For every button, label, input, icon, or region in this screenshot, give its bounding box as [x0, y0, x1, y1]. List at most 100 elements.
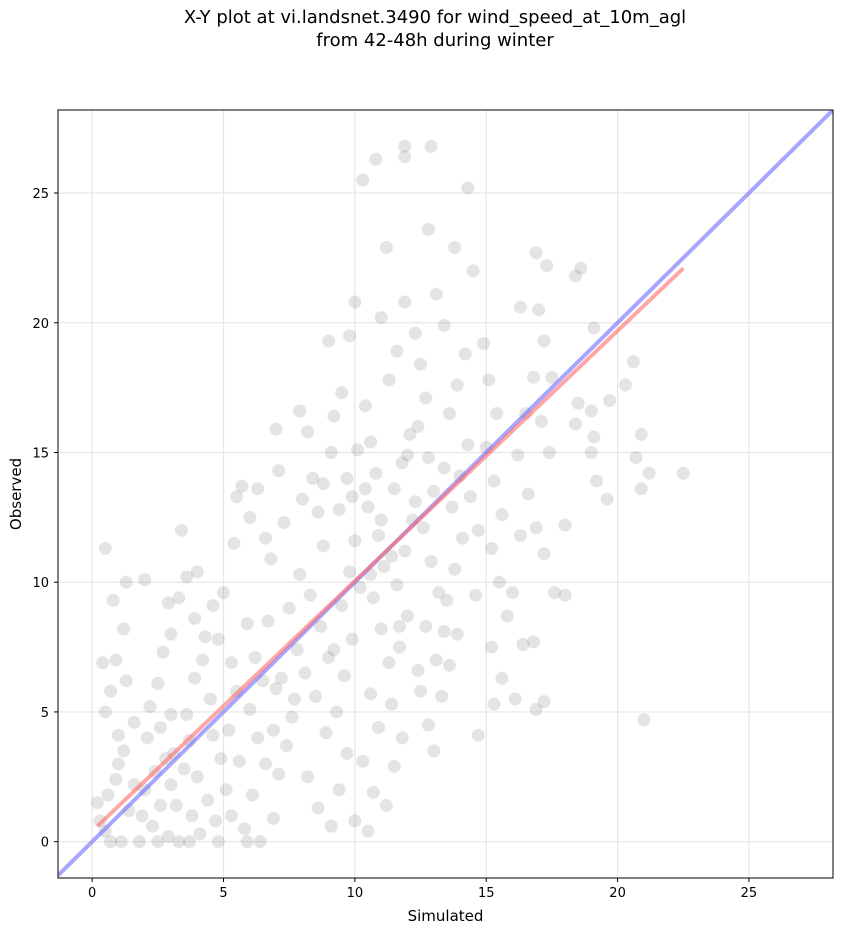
data-point — [111, 757, 125, 771]
data-point — [558, 518, 572, 532]
data-point — [574, 261, 588, 275]
data-point — [98, 541, 112, 555]
plot-area-frame — [57, 109, 834, 879]
x-tick-label: 20 — [609, 886, 626, 901]
data-point — [395, 456, 409, 470]
data-point — [505, 586, 519, 600]
data-point — [537, 334, 551, 348]
data-point — [114, 835, 128, 849]
data-point — [587, 430, 601, 444]
data-point — [185, 809, 199, 823]
data-point — [511, 448, 525, 462]
data-point — [266, 723, 280, 737]
data-point — [172, 835, 186, 849]
data-point — [219, 783, 233, 797]
data-point — [301, 425, 315, 439]
chart-title-line-1: X-Y plot at vi.landsnet.3490 for wind_sp… — [183, 7, 687, 28]
data-point — [356, 754, 370, 768]
data-point — [177, 762, 191, 776]
data-point — [513, 529, 527, 543]
data-point — [203, 692, 217, 706]
data-point — [324, 445, 338, 459]
data-point — [206, 728, 220, 742]
data-point — [458, 347, 472, 361]
data-point — [117, 622, 131, 636]
data-point — [437, 318, 451, 332]
data-point — [104, 684, 118, 698]
data-point — [235, 479, 249, 493]
y-tick-label: 25 — [32, 187, 49, 202]
data-point — [96, 656, 110, 670]
data-point — [332, 503, 346, 517]
data-point — [343, 329, 357, 343]
data-point — [429, 653, 443, 667]
data-point — [285, 710, 299, 724]
data-point — [374, 311, 388, 325]
x-tick-label: 10 — [347, 886, 364, 901]
data-point — [293, 404, 307, 418]
data-point — [366, 785, 380, 799]
data-point — [369, 152, 383, 166]
data-point — [440, 593, 454, 607]
data-point — [127, 715, 141, 729]
data-point — [243, 510, 257, 524]
data-point — [398, 544, 412, 558]
data-point — [345, 490, 359, 504]
data-point — [332, 783, 346, 797]
data-point — [206, 599, 220, 613]
data-point — [427, 484, 441, 498]
data-point — [569, 417, 583, 431]
data-point — [445, 500, 459, 514]
data-point — [343, 565, 357, 579]
data-point — [372, 721, 386, 735]
data-point — [301, 770, 315, 784]
data-point — [419, 619, 433, 633]
data-point — [372, 529, 386, 543]
y-tick-label: 15 — [32, 446, 49, 461]
data-point — [101, 788, 115, 802]
data-point — [361, 824, 375, 838]
trend-lines — [58, 110, 833, 877]
data-point — [106, 593, 120, 607]
data-point — [311, 505, 325, 519]
data-point — [569, 269, 583, 283]
data-point — [161, 829, 175, 843]
data-point — [188, 612, 202, 626]
data-point — [427, 744, 441, 758]
data-point — [358, 482, 372, 496]
data-point — [471, 523, 485, 537]
data-point — [174, 523, 188, 537]
data-point — [584, 404, 598, 418]
data-point — [164, 708, 178, 722]
data-point — [484, 541, 498, 555]
data-point — [104, 835, 118, 849]
data-point — [637, 713, 651, 727]
data-point — [119, 674, 133, 688]
data-point — [634, 482, 648, 496]
data-point — [408, 326, 422, 340]
data-point — [308, 689, 322, 703]
data-point — [182, 835, 196, 849]
data-point — [272, 767, 286, 781]
data-point — [487, 474, 501, 488]
data-point — [180, 570, 194, 584]
data-point — [558, 588, 572, 602]
data-point — [437, 625, 451, 639]
data-point — [437, 461, 451, 475]
data-point — [500, 609, 514, 623]
data-point — [119, 575, 133, 589]
data-point — [156, 645, 170, 659]
data-point — [516, 637, 530, 651]
data-point — [188, 671, 202, 685]
x-tick-label: 25 — [741, 886, 758, 901]
data-point — [211, 632, 225, 646]
data-point — [153, 721, 167, 735]
data-point — [540, 259, 554, 273]
data-point — [214, 752, 228, 766]
data-point — [419, 391, 433, 405]
data-point — [484, 640, 498, 654]
data-point — [348, 814, 362, 828]
data-point — [414, 684, 428, 698]
data-point — [109, 653, 123, 667]
chart-title: X-Y plot at vi.landsnet.3490 for wind_sp… — [0, 6, 843, 52]
